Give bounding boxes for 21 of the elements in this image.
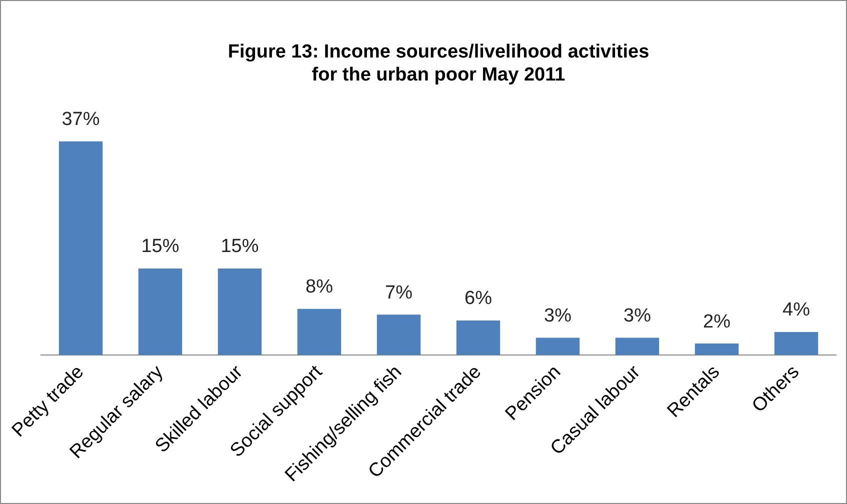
bar bbox=[694, 344, 739, 356]
data-label: 2% bbox=[703, 311, 731, 332]
data-label: 15% bbox=[141, 236, 180, 258]
bar bbox=[615, 338, 660, 356]
bar bbox=[297, 308, 342, 356]
chart-title: Figure 13: Income sources/livelihood activities for the urban poor May 2011 bbox=[228, 42, 650, 86]
data-label: 6% bbox=[464, 288, 492, 310]
data-label: 3% bbox=[544, 306, 572, 327]
bar bbox=[456, 320, 500, 356]
bar bbox=[58, 141, 103, 356]
data-label: 4% bbox=[782, 300, 810, 321]
data-label: 3% bbox=[624, 306, 652, 327]
bar bbox=[138, 268, 182, 356]
data-label: 37% bbox=[62, 109, 100, 130]
bar bbox=[218, 268, 262, 356]
bar bbox=[376, 314, 421, 356]
data-label: 7% bbox=[385, 282, 413, 304]
bar bbox=[774, 332, 818, 356]
bar bbox=[536, 338, 580, 356]
data-label: 8% bbox=[306, 276, 334, 298]
data-label: 15% bbox=[220, 236, 259, 258]
